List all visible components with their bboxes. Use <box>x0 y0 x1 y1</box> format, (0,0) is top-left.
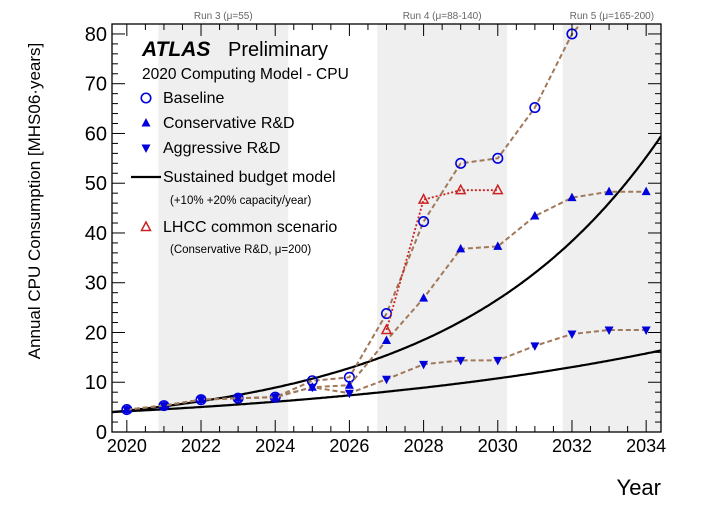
chart-title-suffix: Preliminary <box>228 39 328 61</box>
point-conservative-r-d-2032 <box>567 192 577 202</box>
series-line-lhcc-common-scenario <box>385 189 498 331</box>
series-path-lhcc-common-scenario <box>385 189 498 331</box>
point-aggressive-r-d-2026 <box>344 389 354 399</box>
point-conservative-r-d-2033 <box>604 186 614 196</box>
series-aggressive-r-d <box>122 326 651 415</box>
point-conservative-r-d-2028 <box>419 293 429 302</box>
legend-label-baseline: Baseline <box>163 90 224 107</box>
y-axis-label: Annual CPU Consumption [MHS06·years] <box>25 43 44 360</box>
y-tick-label-80: 80 <box>85 24 107 46</box>
legend-marker-conservative-r-d <box>141 118 151 127</box>
point-aggressive-r-d-2029 <box>456 356 466 366</box>
point-aggressive-r-d-2031 <box>530 342 540 351</box>
point-baseline-2029 <box>455 157 467 169</box>
run-band-run-3-55 <box>158 24 289 432</box>
point-aggressive-r-d-2024 <box>270 393 280 403</box>
point-aggressive-r-d-2034 <box>641 326 651 335</box>
run-label-run-4-88-140: Run 4 (μ=88-140) <box>403 11 482 22</box>
chart-subtitle: 2020 Computing Model - CPU <box>142 66 349 83</box>
point-conservative-r-d-2030 <box>493 241 503 250</box>
point-conservative-r-d-2034 <box>641 186 651 196</box>
point-aggressive-r-d-2030 <box>493 356 503 366</box>
x-tick-label-2020: 2020 <box>107 436 147 456</box>
legend-sublabel-lhcc: (Conservative R&D, μ=200) <box>170 244 311 256</box>
point-lhcc-common-scenario-2027 <box>380 323 393 335</box>
legend-label-aggressive-r-d: Aggressive R&D <box>163 140 280 157</box>
x-tick-label-2026: 2026 <box>329 436 369 456</box>
legend-marker-baseline <box>140 92 152 104</box>
legend-label-budget: Sustained budget model <box>163 169 336 186</box>
point-conservative-r-d-2027 <box>382 335 391 344</box>
point-aggressive-r-d-2021 <box>159 402 169 411</box>
run-band-run-5-165-200 <box>562 24 661 432</box>
y-tick-label-60: 60 <box>85 123 107 145</box>
point-baseline-2030 <box>492 152 504 164</box>
point-aggressive-r-d-2028 <box>419 360 429 370</box>
legend-label-conservative-r-d: Conservative R&D <box>163 115 295 132</box>
x-tick-label-2028: 2028 <box>404 436 444 456</box>
run-bands <box>158 24 661 432</box>
y-tick-label-20: 20 <box>85 322 107 344</box>
y-tick-label-10: 10 <box>85 372 107 394</box>
y-tick-label-50: 50 <box>85 173 107 195</box>
y-tick-label-40: 40 <box>85 223 107 245</box>
point-lhcc-common-scenario-2030 <box>492 183 504 195</box>
legend-marker-lhcc <box>140 220 152 232</box>
point-lhcc-common-scenario-2029 <box>454 183 467 195</box>
point-lhcc-common-scenario-2028 <box>417 193 430 204</box>
y-tick-label-70: 70 <box>85 74 107 96</box>
point-conservative-r-d-2026 <box>344 380 354 389</box>
legend-label-lhcc: LHCC common scenario <box>163 219 337 236</box>
x-axis-label: Year <box>617 475 661 500</box>
point-aggressive-r-d-2032 <box>567 330 577 339</box>
point-aggressive-r-d-2023 <box>233 394 243 404</box>
legend-marker-aggressive-r-d <box>141 144 151 153</box>
series-lhcc-common-scenario <box>380 183 504 335</box>
point-aggressive-r-d-2020 <box>122 406 132 415</box>
run-label-run-3-55: Run 3 (μ=55) <box>194 11 253 22</box>
point-aggressive-r-d-2033 <box>604 326 614 335</box>
run-labels: Run 3 (μ=55) Run 4 (μ=88-140) Run 5 (μ=165… <box>194 11 654 22</box>
axes: 2020 2022 2024 2026 2028 2030 2032 203401020304… <box>85 23 666 456</box>
point-baseline-2031 <box>529 102 541 114</box>
chart-title: ATLAS <box>141 38 210 61</box>
x-tick-label-2034: 2034 <box>626 436 666 456</box>
point-baseline-2028 <box>418 215 430 228</box>
point-conservative-r-d-2031 <box>530 211 540 220</box>
run-label-run-5-165-200: Run 5 (μ=165-200) <box>570 11 654 22</box>
data-series <box>121 24 651 416</box>
point-conservative-r-d-2029 <box>456 243 466 253</box>
y-tick-label-0: 0 <box>96 422 107 444</box>
y-tick-label-30: 30 <box>85 273 107 295</box>
legend-sublabel-budget: (+10% +20% capacity/year) <box>170 195 311 207</box>
x-tick-label-2030: 2030 <box>478 436 518 456</box>
point-aggressive-r-d-2025 <box>307 383 317 393</box>
run-band-run-4-88-140 <box>377 24 508 432</box>
legend: ATLAS Preliminary 2020 Computing Model - C… <box>131 38 349 256</box>
x-tick-label-2022: 2022 <box>181 436 221 456</box>
x-tick-label-2024: 2024 <box>255 436 295 456</box>
point-aggressive-r-d-2027 <box>382 375 391 385</box>
budget-curve-10pct <box>112 349 661 414</box>
x-tick-label-2032: 2032 <box>552 436 592 456</box>
point-aggressive-r-d-2022 <box>196 396 206 405</box>
